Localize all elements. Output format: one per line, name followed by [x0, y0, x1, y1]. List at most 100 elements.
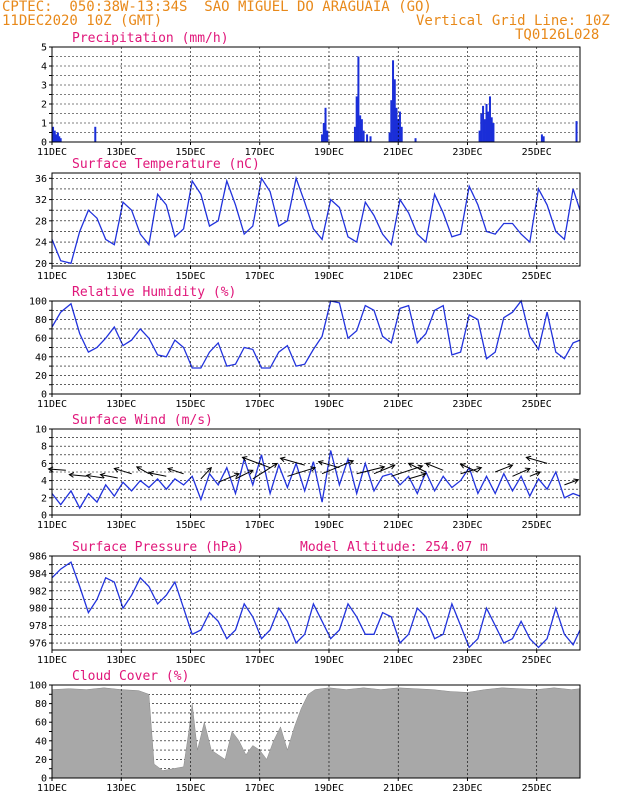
- pres-ytick-label: 978: [29, 621, 47, 632]
- pres-ytick-label: 986: [29, 552, 47, 563]
- precip-xtick-label: 11DEC: [37, 147, 67, 158]
- cloud-frame: [51, 684, 581, 779]
- wind-xtick-label: 13DEC: [106, 520, 136, 531]
- run-datetime: 11DEC2020 10Z (GMT): [2, 13, 163, 29]
- cloud-area: [51, 687, 581, 779]
- pres-xtick-label: 11DEC: [37, 655, 67, 666]
- wind-vector: [318, 461, 340, 469]
- wind-vector: [114, 468, 132, 475]
- wind-vector: [217, 473, 240, 483]
- rh-xtick-label: 13DEC: [106, 399, 136, 410]
- cloud-xtick-label: 11DEC: [37, 783, 67, 794]
- wind-vector-head: [389, 464, 396, 470]
- wind-ytick-label: 10: [35, 425, 47, 436]
- precip-bar: [366, 134, 369, 142]
- temp-xtick-label: 19DEC: [314, 271, 344, 282]
- wind-vector: [100, 474, 118, 479]
- precip-ytick-label: 1: [41, 119, 47, 130]
- wind-vector: [69, 474, 87, 477]
- wind-vector-head: [317, 460, 324, 466]
- wind-vector: [408, 473, 427, 480]
- precip-xtick-label: 25DEC: [522, 147, 552, 158]
- wind-vector: [564, 479, 579, 486]
- precip-ytick-label: 2: [41, 100, 47, 111]
- cloud-xtick-label: 13DEC: [106, 783, 136, 794]
- wind-vector: [425, 462, 444, 471]
- temp-ytick-label: 24: [35, 238, 47, 249]
- precip-bar: [397, 119, 400, 142]
- temp-xtick-label: 13DEC: [106, 271, 136, 282]
- wind-xtick-label: 19DEC: [314, 520, 344, 531]
- precip-bar: [398, 111, 401, 142]
- wind-vector-head: [279, 456, 286, 463]
- wind-xtick-label: 21DEC: [383, 520, 413, 531]
- wind-vector-head: [525, 455, 532, 462]
- wind-vector-head: [379, 465, 386, 471]
- precip-panel: Precipitation (mm/h) 0 1 2 3 4 5 11DEC 13DEC 15DE…: [37, 31, 581, 158]
- precip-ytick-label: 3: [41, 81, 47, 92]
- precip-bar: [392, 60, 395, 142]
- temp-frame: [51, 172, 581, 267]
- precip-bar: [575, 121, 578, 142]
- wind-vector: [242, 456, 271, 469]
- wind-vector-head: [113, 467, 120, 473]
- wind-ytick-label: 8: [41, 442, 47, 453]
- temp-ytick-label: 20: [35, 259, 47, 270]
- wind-vector-head: [573, 478, 580, 484]
- precip-bar: [540, 134, 543, 142]
- precip-bar: [322, 123, 325, 142]
- precip-bar: [52, 126, 55, 142]
- precip-bar: [56, 132, 59, 142]
- wind-vector: [252, 462, 278, 480]
- wind-vector: [287, 467, 316, 477]
- temp-ytick-label: 36: [35, 174, 47, 185]
- precip-bar: [357, 56, 360, 142]
- wind-vector: [235, 469, 254, 480]
- precip-bar: [395, 107, 398, 142]
- wind-vector-head: [241, 456, 248, 462]
- temp-ytick-label: 32: [35, 195, 47, 206]
- pres-xtick-label: 19DEC: [314, 655, 344, 666]
- rh-ytick-label: 100: [29, 297, 47, 308]
- pres-ytick-label: 976: [29, 639, 47, 650]
- precip-bar: [490, 117, 493, 142]
- wind-vector: [494, 464, 513, 473]
- precip-bar: [326, 130, 329, 142]
- precip-xtick-label: 13DEC: [106, 147, 136, 158]
- wind-vector-head: [459, 463, 466, 469]
- precip-bar: [94, 126, 97, 142]
- temp-xtick-label: 21DEC: [383, 271, 413, 282]
- precip-bar: [55, 134, 58, 142]
- pres-ytick-label: 982: [29, 586, 47, 597]
- temp-xtick-label: 17DEC: [245, 271, 275, 282]
- pres-xtick-label: 25DEC: [522, 655, 552, 666]
- wind-vector: [526, 456, 548, 464]
- wind-vector-head: [135, 466, 142, 472]
- grid-line-note: Vertical Grid Line: 10Z: [416, 13, 610, 29]
- cloud-xtick-label: 19DEC: [314, 783, 344, 794]
- wind-vector-head: [524, 467, 531, 473]
- rh-ytick-label: 80: [35, 315, 47, 326]
- precip-bar: [487, 111, 490, 142]
- precip-xtick-label: 19DEC: [314, 147, 344, 158]
- cloud-ytick-label: 100: [29, 681, 47, 692]
- pres-ytick-label: 980: [29, 604, 47, 615]
- cloud-panel: Cloud Cover (%) 0 20 40 60 80 100 11DEC 13DEC 15D…: [29, 669, 581, 794]
- wind-vector-head: [507, 464, 514, 470]
- precip-bar: [324, 107, 327, 142]
- wind-xtick-label: 11DEC: [37, 520, 67, 531]
- precip-xtick-label: 17DEC: [245, 147, 275, 158]
- pres-xtick-label: 13DEC: [106, 655, 136, 666]
- rh-title: Relative Humidity (%): [72, 285, 236, 300]
- wind-xtick-label: 25DEC: [522, 520, 552, 531]
- pres-xtick-label: 17DEC: [245, 655, 275, 666]
- precip-bar: [390, 100, 393, 142]
- rh-line: [51, 299, 581, 369]
- wind-vector-head: [417, 464, 424, 470]
- wind-vector-head: [85, 473, 92, 479]
- pres-title: Surface Pressure (hPa): [72, 540, 244, 555]
- precip-bar: [480, 113, 483, 142]
- cloud-ytick-label: 80: [35, 699, 47, 710]
- cloud-ytick-label: 60: [35, 718, 47, 729]
